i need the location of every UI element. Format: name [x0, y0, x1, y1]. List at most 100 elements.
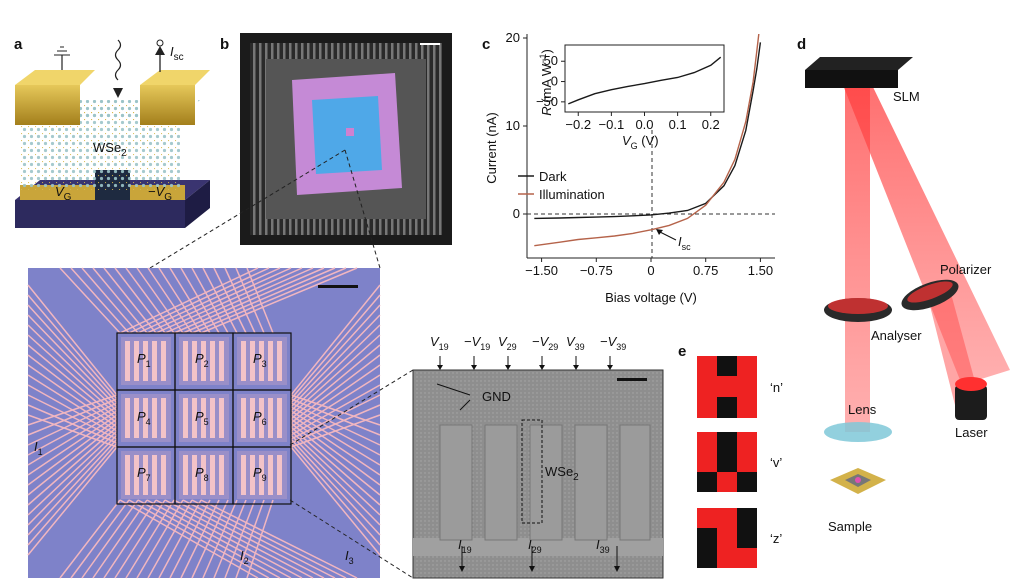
text-part: P [253, 351, 262, 366]
pixel-labels: P1 P2 P3 P4 P5 P6 P7 P8 P9 I1 I2 I3 [34, 351, 354, 566]
x-tick-label: −0.1 [599, 117, 625, 132]
wire [92, 499, 148, 579]
gnd-label: GND [482, 389, 511, 404]
electrode [201, 398, 206, 438]
rich-label: V39 [566, 334, 585, 352]
pixel-label: P2 [195, 351, 209, 369]
rich-label: VG (V) [622, 133, 659, 151]
wire [290, 442, 381, 546]
electrode [125, 341, 130, 381]
y-axis-label: Current (nA) [484, 112, 499, 184]
text-part: I [596, 537, 600, 552]
electrode [210, 455, 215, 495]
electrode [152, 341, 157, 381]
wire [27, 304, 118, 404]
wire [155, 499, 303, 579]
pixel-label: P4 [137, 409, 151, 427]
optics-label: Lens [848, 402, 877, 417]
y-tick-label: 0 [513, 206, 520, 221]
text-part: 19 [462, 545, 472, 555]
text-part: P [195, 409, 204, 424]
wire [27, 426, 118, 506]
electrode [152, 398, 157, 438]
pattern-label: ‘v’ [770, 455, 782, 470]
electrode [241, 455, 246, 495]
text-part: (V) [638, 133, 659, 148]
wire [290, 438, 381, 536]
wire [290, 426, 381, 506]
electrode [134, 455, 139, 495]
text-part: 2 [204, 359, 209, 369]
wire [27, 394, 118, 426]
wire [146, 499, 292, 579]
electrode [250, 455, 255, 495]
y-tick-label: −50 [536, 94, 558, 109]
wire [173, 267, 325, 334]
sem-image [412, 369, 664, 579]
wire [146, 267, 292, 334]
text-part: I [528, 537, 532, 552]
wire [290, 294, 381, 400]
text-part: 19 [439, 342, 449, 352]
wire [290, 284, 381, 396]
wire [27, 418, 118, 486]
wire [27, 284, 118, 396]
wire [164, 267, 314, 334]
wire [114, 267, 166, 334]
y-tick-label: 20 [506, 30, 520, 45]
text-part: 39 [575, 342, 585, 352]
text-part: P [137, 409, 146, 424]
zoom-line [289, 369, 414, 446]
wire [128, 267, 270, 334]
panel-label: c [482, 36, 490, 53]
wire [290, 304, 381, 404]
electrode [259, 455, 264, 495]
wire [290, 430, 381, 516]
wire [290, 398, 381, 436]
text-part: 1 [38, 447, 43, 457]
micrograph [27, 267, 381, 579]
electrode [183, 455, 188, 495]
wire [27, 398, 118, 436]
electrode [277, 341, 282, 381]
y-tick-label: 50 [544, 53, 558, 68]
curve [568, 56, 722, 105]
x-tick-label: 0.75 [693, 263, 718, 278]
wire [290, 406, 381, 456]
text-part: (mA W [539, 63, 554, 106]
electrode [134, 398, 139, 438]
wire [136, 267, 184, 334]
wire [27, 422, 118, 496]
text-part: V [566, 334, 576, 349]
wire [290, 344, 381, 420]
wire [128, 499, 270, 579]
wire [27, 434, 118, 526]
x-tick-label: 0.0 [635, 117, 653, 132]
rich-label: −V29 [532, 334, 558, 352]
electrode [241, 398, 246, 438]
text-part: V [430, 334, 440, 349]
wire [290, 364, 381, 428]
optics-label: Sample [828, 519, 872, 534]
wire [155, 267, 303, 334]
text-part: 9 [262, 473, 267, 483]
wire [70, 499, 130, 579]
arrow-head [607, 365, 613, 370]
wire [200, 499, 358, 579]
wire [191, 267, 347, 334]
pixel-label: P5 [195, 409, 209, 427]
wire [290, 334, 381, 416]
x-tick-label: −0.2 [565, 117, 591, 132]
optics-label: Laser [955, 425, 988, 440]
wire [290, 374, 381, 432]
arrow-head [656, 229, 663, 235]
text-part: I [170, 44, 174, 59]
wire [125, 267, 175, 334]
inset-frame [564, 44, 725, 113]
rich-label: V19 [430, 334, 449, 352]
wire [92, 267, 148, 334]
wire [114, 499, 166, 579]
electrode [259, 341, 264, 381]
text-part: 6 [262, 417, 267, 427]
